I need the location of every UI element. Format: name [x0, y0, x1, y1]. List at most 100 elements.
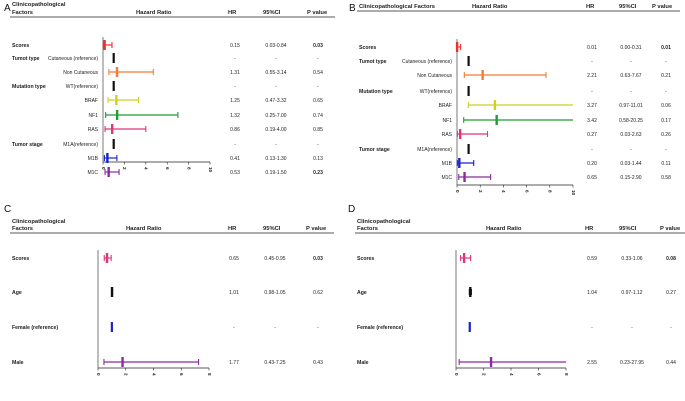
header-hr: HR	[586, 4, 595, 10]
ci-value: -	[630, 89, 632, 95]
ci-value: 0.97-1.12	[621, 290, 642, 296]
hr-value: -	[591, 325, 593, 331]
forest-row: Tumot type Cutaneous (reference) - - -	[12, 53, 319, 63]
row-sublabel: M1A(reference)	[417, 147, 452, 153]
ci-value: 0.33-1.06	[621, 256, 642, 262]
p-value: -	[317, 84, 319, 90]
forest-row: M1B 0.20 0.03-1.44 0.11	[442, 158, 671, 168]
forest-row: Female (reference) - - -	[357, 322, 672, 332]
x-tick-label: 2	[478, 190, 483, 193]
x-tick-label: 2	[481, 373, 486, 376]
p-value: 0.85	[313, 127, 323, 133]
ci-value: -	[631, 325, 633, 331]
header-p-value: P value	[306, 226, 327, 232]
p-value: -	[670, 325, 672, 331]
p-value: 0.74	[313, 113, 323, 119]
row-sublabel: RAS	[442, 132, 453, 138]
row-sublabel: Non Cutaneous	[417, 73, 452, 79]
row-sublabel: Cutaneous (reference)	[48, 56, 98, 62]
x-tick-label: 2	[122, 167, 127, 170]
x-tick-label: 6	[536, 373, 541, 376]
hr-value: 0.86	[230, 127, 240, 133]
header-factors: Clinicopathological Factors	[359, 4, 435, 10]
p-value: 0.17	[661, 118, 671, 124]
row-sublabel: RAS	[88, 127, 99, 133]
p-value: -	[665, 89, 667, 95]
header-p-value: P value	[660, 226, 681, 232]
panel-a: A Clinicopathological Factors Hazard Ratio H…	[4, 2, 335, 177]
x-tick-label: 4	[509, 373, 514, 376]
ci-value: -	[630, 147, 632, 153]
forest-row: Female (reference) - - -	[12, 322, 319, 332]
x-tick-label: 4	[501, 190, 506, 193]
p-value: -	[317, 142, 319, 148]
forest-row: Non Cutaneous 2.21 0.63-7.67 0.21	[417, 70, 671, 80]
hr-value: 1.77	[229, 360, 239, 366]
hr-value: 1.32	[230, 113, 240, 119]
row-group-label: Age	[12, 290, 22, 296]
row-group-label: Tumot type	[12, 56, 40, 62]
x-tick-label: 10	[208, 167, 213, 173]
forest-row: Tumor stage M1A(reference) - - -	[12, 139, 319, 149]
hr-value: 0.59	[587, 256, 597, 262]
forest-row: Age 1.04 0.97-1.12 0.27	[357, 287, 676, 297]
forest-row: Male 1.77 0.43-7.25 0.43	[12, 357, 323, 367]
row-group-label: Mutation type	[12, 84, 46, 90]
row-sublabel: BRAF	[439, 103, 452, 109]
p-value: 0.26	[661, 132, 671, 138]
forest-row: Male 2.55 0.23-27.95 0.44	[357, 357, 676, 367]
ci-value: 0.19-1.50	[265, 170, 286, 176]
header-factors: Clinicopathological	[12, 2, 66, 8]
ci-value: 0.15-2.90	[620, 175, 641, 181]
panel-letter: D	[348, 204, 355, 215]
hr-value: -	[233, 325, 235, 331]
p-value: 0.21	[661, 73, 671, 79]
ci-value: 0.03-1.44	[620, 161, 641, 167]
row-sublabel: M1B	[442, 161, 453, 167]
hr-value: -	[234, 142, 236, 148]
row-group-label: Tumor stage	[12, 142, 43, 148]
p-value: 0.23	[313, 170, 323, 176]
panel-b: B Clinicopathological Factors Hazard Ratio…	[349, 3, 680, 196]
x-tick-label: 8	[207, 373, 212, 376]
ci-value: -	[274, 325, 276, 331]
forest-row: Scores 0.15 0.03-0.84 0.03	[12, 40, 323, 50]
forest-row: Mutation type WT(reference) - - -	[12, 81, 319, 91]
forest-row: BRAF 1.25 0.47-3.32 0.65	[85, 95, 323, 105]
hr-value: 2.21	[587, 73, 597, 79]
x-tick-label: 8	[564, 373, 569, 376]
x-tick-label: 6	[165, 167, 170, 170]
panel-letter: B	[349, 3, 356, 14]
header-hr: HR	[585, 226, 594, 232]
ci-value: 0.55-3.14	[265, 70, 286, 76]
row-group-label: Female (reference)	[357, 325, 403, 331]
forest-row: BRAF 3.27 0.97-11.01 0.06	[439, 100, 671, 110]
ci-value: 0.13-1.30	[265, 156, 286, 162]
forest-row: Mutation type WT(reference) - - -	[359, 86, 667, 96]
forest-row: Tumor stage M1A(reference) - - -	[359, 144, 667, 154]
header-ci: 95%CI	[263, 10, 281, 16]
row-sublabel: NF1	[443, 118, 453, 124]
ci-value: 0.47-3.32	[265, 98, 286, 104]
forest-row: Scores 0.59 0.33-1.06 0.08	[357, 253, 676, 263]
row-group-label: Scores	[359, 45, 376, 51]
header-hazard-ratio: Hazard Ratio	[136, 10, 172, 16]
ci-value: 0.00-0.31	[620, 45, 641, 51]
header-hr: HR	[228, 10, 237, 16]
p-value: 0.03	[313, 256, 323, 262]
row-sublabel: M1B	[88, 156, 99, 162]
x-tick-label: 4	[144, 167, 149, 170]
hr-value: 1.01	[229, 290, 239, 296]
row-sublabel: M1C	[87, 170, 98, 176]
row-sublabel: WT(reference)	[420, 89, 453, 95]
ci-value: 0.23-27.95	[620, 360, 644, 366]
x-tick-label: 4	[151, 373, 156, 376]
ci-value: -	[630, 59, 632, 65]
x-tick-label: 0	[454, 373, 459, 376]
p-value: 0.03	[313, 43, 323, 49]
row-group-label: Tumor stage	[359, 147, 390, 153]
header-factors-line2: Factors	[357, 226, 378, 232]
row-sublabel: BRAF	[85, 98, 98, 104]
ci-value: 0.19-4.00	[265, 127, 286, 133]
